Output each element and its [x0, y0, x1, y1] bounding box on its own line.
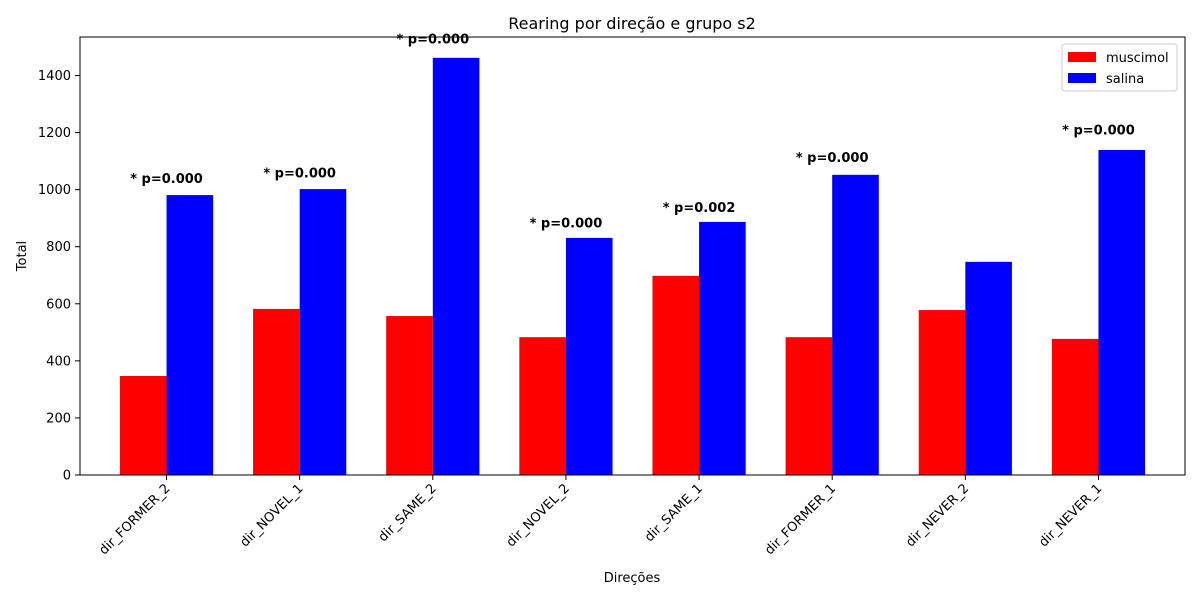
significance-label-dir_NEVER_1: * p=0.000 — [1062, 124, 1135, 139]
bar-muscimol-dir_FORMER_2 — [119, 375, 167, 475]
bar-salina-dir_SAME_1 — [699, 221, 746, 475]
x-tick-label: dir_NOVEL_1 — [238, 481, 307, 550]
bar-muscimol-dir_FORMER_1 — [785, 337, 833, 475]
bar-muscimol-dir_NEVER_1 — [1051, 338, 1099, 475]
bar-salina-dir_NEVER_1 — [1098, 150, 1146, 475]
bar-salina-dir_SAME_2 — [432, 57, 480, 475]
significance-label-dir_FORMER_1: * p=0.000 — [796, 151, 869, 166]
y-tick-label: 400 — [46, 354, 71, 369]
bar-salina-dir_NOVEL_1 — [299, 189, 347, 475]
x-tick-label: dir_NOVEL_2 — [504, 481, 573, 550]
x-tick-label: dir_FORMER_1 — [762, 481, 839, 558]
y-tick-label: 0 — [63, 469, 71, 484]
plot-area: * p=0.000 * p=0.000 * p=0.000 * p=0.000 * p=… — [38, 32, 1186, 558]
x-tick-label: dir_SAME_2 — [376, 481, 440, 545]
y-axis-label: Total — [15, 241, 30, 272]
legend-label-muscimol: muscimol — [1106, 51, 1169, 66]
significance-label-dir_SAME_2: * p=0.000 — [396, 32, 469, 47]
bar-salina-dir_FORMER_2 — [166, 195, 214, 475]
x-tick-label: dir_NEVER_1 — [1036, 481, 1105, 550]
bar-salina-dir_NEVER_2 — [965, 261, 1012, 475]
significance-label-dir_NOVEL_2: * p=0.000 — [530, 216, 603, 231]
chart-title: Rearing por direção e grupo s2 — [508, 14, 756, 33]
significance-label-dir_FORMER_2: * p=0.000 — [130, 172, 203, 187]
axes-frame — [79, 36, 1186, 476]
x-tick-label: dir_FORMER_2 — [97, 481, 174, 558]
bar-salina-dir_FORMER_1 — [832, 174, 879, 475]
y-tick-label: 600 — [46, 297, 71, 312]
y-tick-label: 1000 — [38, 183, 71, 198]
legend-swatch-muscimol — [1068, 52, 1096, 62]
x-axis-label: Direções — [604, 571, 661, 586]
bar-muscimol-dir_SAME_2 — [386, 316, 433, 475]
x-tick-label: dir_SAME_1 — [642, 481, 706, 545]
bar-muscimol-dir_NOVEL_2 — [519, 337, 566, 475]
bar-muscimol-dir_SAME_1 — [652, 275, 700, 475]
significance-label-dir_SAME_1: * p=0.002 — [663, 201, 736, 216]
x-tick-label: dir_NEVER_2 — [903, 481, 972, 550]
bar-salina-dir_NOVEL_2 — [565, 237, 613, 475]
y-tick-label: 800 — [46, 240, 71, 255]
legend: muscimol salina — [1061, 43, 1178, 92]
y-tick-label: 1200 — [38, 126, 71, 141]
significance-label-dir_NOVEL_1: * p=0.000 — [263, 167, 336, 182]
legend-label-salina: salina — [1106, 72, 1144, 87]
legend-swatch-salina — [1068, 73, 1096, 83]
y-tick-label: 200 — [46, 411, 71, 426]
bar-muscimol-dir_NOVEL_1 — [253, 308, 300, 475]
bar-muscimol-dir_NEVER_2 — [918, 310, 966, 475]
y-tick-label: 1400 — [38, 69, 71, 84]
